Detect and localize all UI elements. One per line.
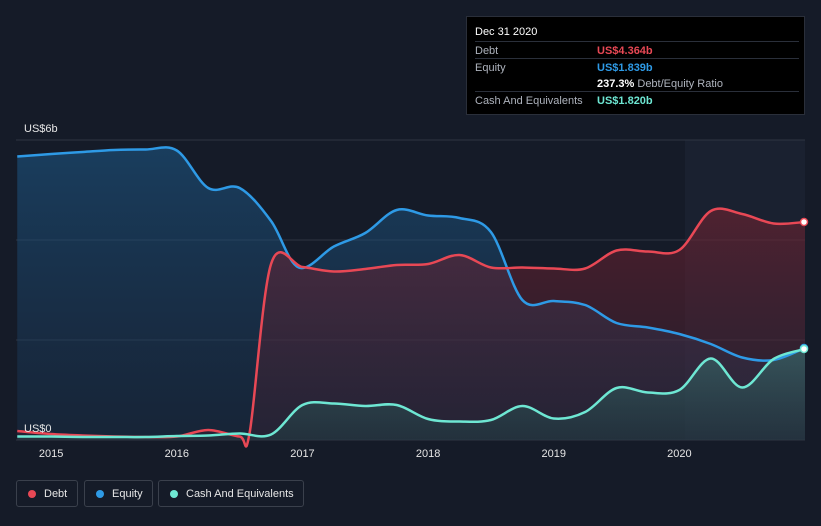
legend-item-cash[interactable]: Cash And Equivalents	[158, 480, 304, 507]
debt-area	[17, 208, 806, 447]
x-tick-label: 2017	[290, 448, 314, 460]
tooltip-date: Dec 31 2020	[475, 26, 538, 38]
x-tick-label: 2020	[667, 448, 691, 460]
x-tick-label: 2016	[165, 448, 189, 460]
cash-and-equivalents-area	[17, 349, 806, 440]
series-areas	[17, 147, 806, 447]
tooltip-ratio-label: Debt/Equity Ratio	[637, 78, 723, 90]
tooltip-cash-value: US$1.820b	[597, 95, 653, 107]
legend-item-equity[interactable]: Equity	[84, 480, 153, 507]
legend-equity-label: Equity	[112, 487, 143, 500]
y-axis-top-label: US$6b	[24, 123, 58, 135]
series-end-markers	[799, 217, 809, 354]
equity-legend-dot-icon	[96, 489, 104, 498]
legend-cash-label: Cash And Equivalents	[186, 487, 294, 500]
debt-legend-dot-icon	[28, 489, 36, 498]
series-lines	[17, 146, 806, 448]
cash-and-equivalents-end-marker	[799, 344, 809, 354]
tooltip-debt-label: Debt	[475, 45, 499, 57]
cash-legend-dot-icon	[170, 489, 178, 498]
tooltip-cash-label: Cash And Equivalents	[475, 95, 583, 107]
tooltip-ratio-row: 237.3% Debt/Equity Ratio	[475, 75, 799, 92]
x-tick-label: 2019	[541, 448, 565, 460]
x-tick-label: 2018	[416, 448, 440, 460]
tooltip-debt-row: Debt US$4.364b	[475, 41, 799, 59]
tooltip-cash-row: Cash And Equivalents US$1.820b	[475, 91, 799, 109]
tooltip-debt-value: US$4.364b	[597, 45, 653, 57]
tooltip-equity-value: US$1.839b	[597, 62, 653, 74]
tooltip-equity-label: Equity	[475, 62, 506, 74]
tooltip-ratio-value: 237.3%	[597, 78, 635, 90]
tooltip-ratio-value-wrap: 237.3% Debt/Equity Ratio	[597, 78, 723, 90]
legend-item-debt[interactable]: Debt	[16, 480, 78, 507]
x-tick-label: 2015	[39, 448, 63, 460]
cash-and-equivalents-line	[17, 347, 806, 439]
equity-line	[17, 146, 806, 362]
tooltip-panel: Dec 31 2020 Debt US$4.364b Equity US$1.8…	[466, 16, 805, 115]
tooltip-equity-row: Equity US$1.839b	[475, 58, 799, 76]
legend-debt-label: Debt	[44, 487, 68, 500]
debt-end-marker	[799, 217, 809, 227]
y-axis-bottom-label: US$0	[24, 423, 52, 435]
axis-labels: US$6b US$0 2015 2016 2017 2018 2019 2020	[24, 123, 692, 460]
